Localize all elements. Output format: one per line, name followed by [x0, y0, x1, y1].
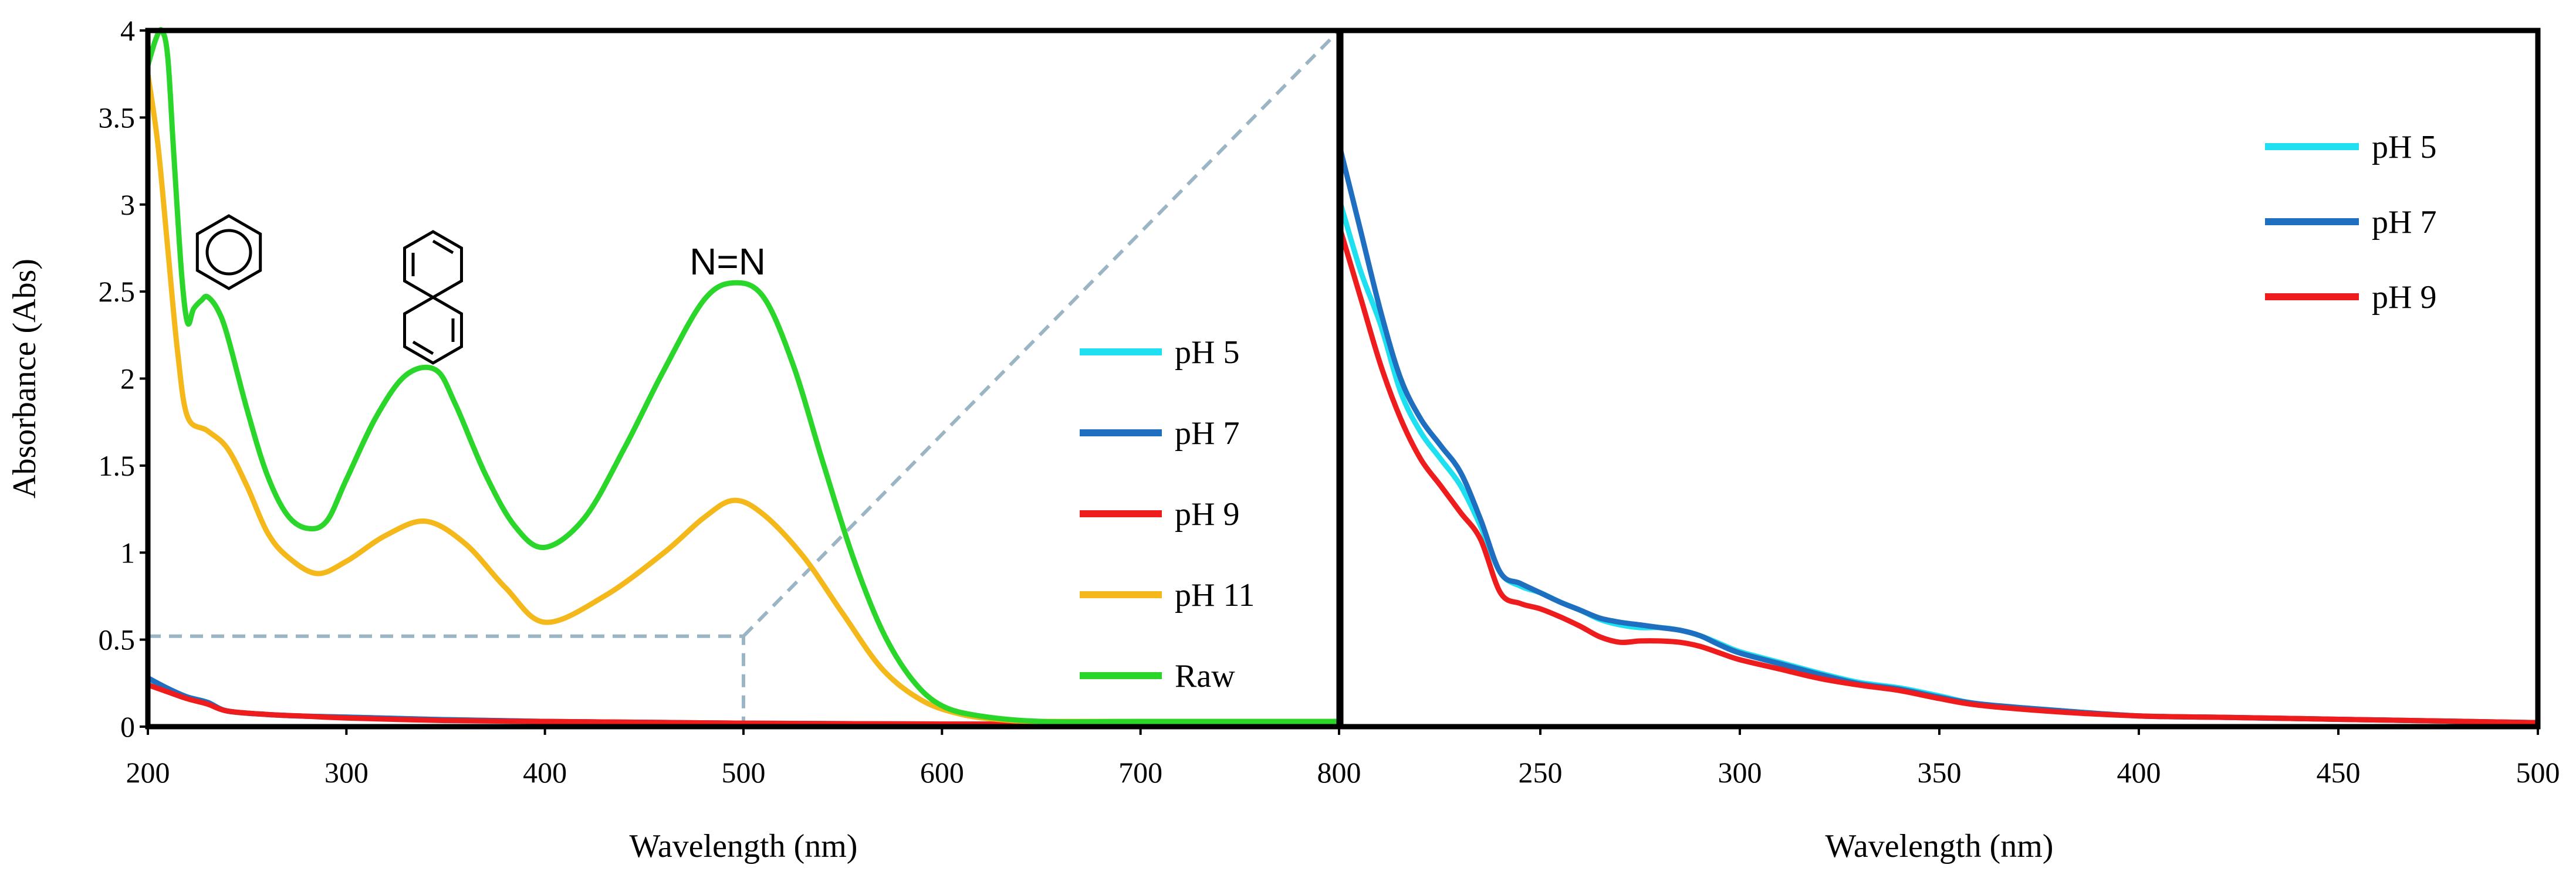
left-x-tick-label: 300 — [324, 756, 369, 789]
benzene-ring-structure — [195, 214, 262, 290]
left-chart: 200 300 400 500 600 700 800 0 0.5 1 1.5 2 2.5 3 3.5 4 Wa… — [6, 14, 1361, 864]
right-legend-label-ph-5: pH 5 — [2372, 129, 2436, 165]
right-x-axis-title: Wavelength (nm) — [1825, 828, 2054, 864]
left-x-tick-label: 200 — [126, 756, 170, 789]
left-x-tick-label: 500 — [722, 756, 766, 789]
left-y-tick-label: 3.5 — [99, 101, 136, 134]
left-y-tick-label: 2.5 — [99, 275, 136, 308]
right-legend-label-ph-7: pH 7 — [2372, 204, 2436, 240]
right-chart: 250 300 350 400 450 500 Wavelength (nm) pH 5 pH … — [1338, 28, 2560, 864]
left-x-tick-label: 600 — [920, 756, 964, 789]
left-x-axis-title: Wavelength (nm) — [630, 828, 858, 864]
left-y-tick-label: 1.5 — [99, 449, 136, 482]
naphthalene-structure — [403, 230, 463, 365]
left-y-tick-label: 2 — [120, 362, 135, 395]
left-y-tick-label: 4 — [120, 14, 135, 47]
right-x-tick-label: 500 — [2516, 756, 2560, 789]
right-x-tick-label: 300 — [1718, 756, 1762, 789]
left-y-tick-label: 0.5 — [99, 623, 136, 656]
zoom-connector-line — [742, 29, 1341, 638]
left-legend-label-ph-11: pH 11 — [1175, 577, 1255, 613]
left-x-tick-label: 800 — [1317, 756, 1361, 789]
left-legend-label-ph-9: pH 9 — [1175, 496, 1239, 533]
left-y-axis-title: Absorbance (Abs) — [6, 259, 43, 499]
right-x-tick-label: 450 — [2317, 756, 2361, 789]
left-series-raw-line — [145, 27, 1342, 725]
left-legend-label-ph-7: pH 7 — [1175, 415, 1239, 452]
left-y-tick-label: 3 — [120, 188, 135, 221]
left-legend-label-raw: Raw — [1175, 658, 1235, 694]
left-x-tick-label: 700 — [1118, 756, 1162, 789]
right-x-tick-label: 250 — [1519, 756, 1563, 789]
right-legend-label-ph-9: pH 9 — [2372, 279, 2436, 316]
left-y-tick-label: 0 — [120, 710, 135, 743]
left-y-tick-label: 1 — [120, 536, 135, 569]
left-legend-label-ph-5: pH 5 — [1175, 334, 1239, 371]
right-x-tick-label: 400 — [2117, 756, 2161, 789]
right-x-tick-label: 350 — [1918, 756, 1962, 789]
right-series-ph-9-line — [1338, 228, 2541, 725]
left-x-tick-label: 400 — [523, 756, 567, 789]
azo-group-label: N=N — [689, 240, 766, 283]
